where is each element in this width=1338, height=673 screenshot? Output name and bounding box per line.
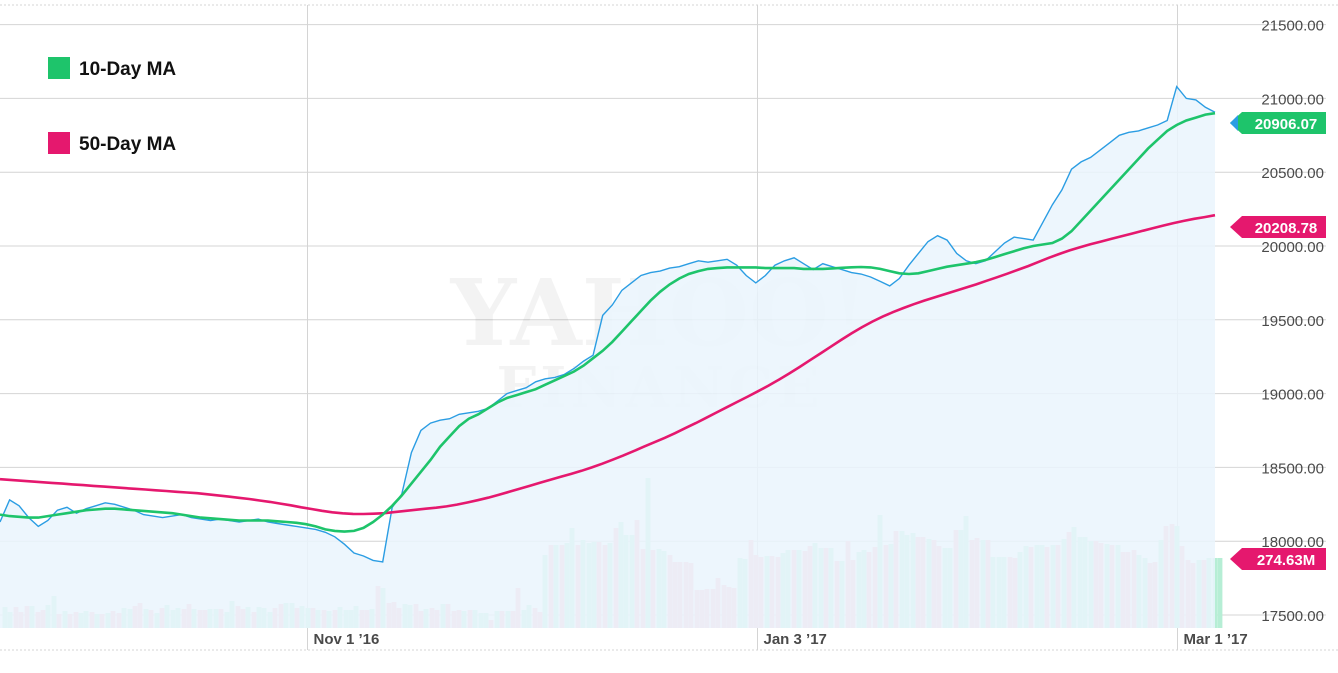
legend: 10-Day MA 50-Day MA bbox=[48, 57, 176, 155]
x-tick-label: Mar 1 ’17 bbox=[1184, 631, 1248, 648]
volume-flag-shape bbox=[1230, 548, 1326, 570]
volume-flag: 274.63M bbox=[1230, 548, 1326, 570]
legend-label-ma50: 50-Day MA bbox=[79, 134, 176, 155]
y-tick-label: 21500.00 bbox=[1261, 18, 1324, 35]
price-flag-shape bbox=[1230, 112, 1326, 134]
ma50-flag-label: 20208.78 bbox=[1255, 220, 1318, 237]
volume-bar bbox=[1217, 558, 1223, 628]
price-flag: 20906.07 bbox=[1230, 112, 1326, 134]
y-tick-label: 20500.00 bbox=[1261, 165, 1324, 182]
ma50-flag: 20208.78 bbox=[1230, 216, 1326, 238]
price-line bbox=[0, 85, 1216, 563]
ma50-line bbox=[0, 213, 1216, 516]
y-tick-label: 19500.00 bbox=[1261, 313, 1324, 330]
y-tick-label: 21000.00 bbox=[1261, 91, 1324, 108]
ma10-swatch bbox=[48, 57, 70, 79]
y-tick-label: 19000.00 bbox=[1261, 387, 1324, 404]
ma50-swatch bbox=[48, 132, 70, 154]
x-tick-label: Nov 1 ’16 bbox=[314, 631, 380, 648]
ma10-line bbox=[0, 111, 1216, 533]
price-flag-notch bbox=[1230, 115, 1238, 131]
value-flags: 20906.07 20208.78 274.63M bbox=[1230, 112, 1326, 570]
y-tick-label: 18500.00 bbox=[1261, 460, 1324, 477]
legend-label-ma10: 10-Day MA bbox=[79, 59, 176, 80]
legend-item-ma10[interactable]: 10-Day MA bbox=[48, 57, 176, 80]
x-axis: Nov 1 ’16 Jan 3 ’17 Mar 1 ’17 bbox=[314, 631, 1248, 648]
legend-item-ma50[interactable]: 50-Day MA bbox=[48, 132, 176, 155]
volume-flag-label: 274.63M bbox=[1257, 552, 1315, 569]
y-tick-label: 20000.00 bbox=[1261, 239, 1324, 256]
price-flag-label: 20906.07 bbox=[1255, 116, 1318, 133]
ma50-flag-shape bbox=[1230, 216, 1326, 238]
y-axis: 17500.00 18000.00 18500.00 19000.00 19500.00… bbox=[1261, 18, 1324, 625]
x-tick-label: Jan 3 ’17 bbox=[764, 631, 827, 648]
y-tick-label: 17500.00 bbox=[1261, 608, 1324, 625]
price-area-fill bbox=[0, 86, 1215, 629]
y-tick-label: 18000.00 bbox=[1261, 534, 1324, 551]
